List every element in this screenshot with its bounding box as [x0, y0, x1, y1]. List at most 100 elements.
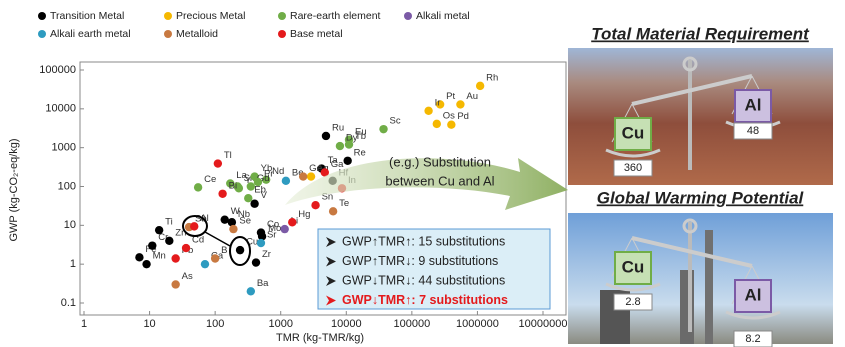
left-value: 2.8 — [625, 296, 640, 308]
point-label: B — [221, 245, 227, 256]
x-tick-label: 10000000 — [519, 318, 568, 330]
point — [171, 254, 179, 262]
point — [299, 172, 307, 180]
point — [433, 120, 441, 128]
al-label: Al — [745, 285, 762, 304]
point — [135, 253, 143, 261]
cu-label: Cu — [622, 123, 645, 142]
point — [329, 207, 337, 215]
point — [165, 237, 173, 245]
point-label: Pr — [264, 169, 274, 180]
summary-line: GWP↓TMR↑: 7 substitutions — [342, 293, 508, 307]
point — [250, 200, 258, 208]
point-label: Ir — [435, 97, 441, 108]
y-tick-label: 10000 — [45, 103, 76, 115]
point-label: Ge — [309, 163, 322, 174]
arrow-text: between Cu and Al — [385, 173, 494, 188]
point-label: Pt — [446, 91, 455, 102]
point — [244, 194, 252, 202]
point — [252, 258, 260, 266]
point — [456, 100, 464, 108]
point — [288, 218, 296, 226]
point — [190, 222, 198, 230]
point-label: Bi — [229, 180, 237, 191]
mine-photo — [568, 48, 833, 185]
point-label: Se — [239, 216, 251, 227]
point — [194, 183, 202, 191]
point — [345, 140, 353, 148]
y-tick-label: 1000 — [52, 142, 76, 154]
y-tick-label: 100 — [58, 180, 76, 192]
x-tick-label: 1 — [81, 318, 87, 330]
legend-label: Transition Metal — [50, 10, 124, 22]
point — [311, 201, 319, 209]
arrow-text: (e.g.) Substitution — [389, 154, 491, 169]
x-axis-title: TMR (kg-TMR/kg) — [276, 332, 364, 344]
left-value: 360 — [624, 162, 642, 174]
point — [424, 107, 432, 115]
legend-label: Alkali earth metal — [50, 28, 131, 40]
point-label: Ti — [165, 217, 173, 228]
cu-label: Cu — [622, 257, 645, 276]
y-tick-label: 10 — [64, 219, 76, 231]
point — [218, 190, 226, 198]
point — [447, 121, 455, 129]
point — [236, 246, 244, 254]
summary-line: GWP↓TMR↓: 44 substitutions — [342, 273, 505, 287]
legend-marker — [278, 30, 286, 38]
x-tick-label: 10 — [143, 318, 155, 330]
point — [142, 260, 150, 268]
point — [247, 287, 255, 295]
point-label: Sr — [267, 230, 277, 241]
point-label: Te — [339, 198, 349, 209]
point — [182, 244, 190, 252]
point-label: Tb — [355, 131, 366, 142]
point-label: Tl — [224, 150, 232, 161]
point — [343, 157, 351, 165]
point — [211, 254, 219, 262]
legend-marker — [164, 30, 172, 38]
point — [336, 142, 344, 150]
legend-label: Precious Metal — [176, 10, 245, 22]
point — [214, 159, 222, 167]
legend-label: Rare-earth element — [290, 10, 381, 22]
point-label: Zr — [262, 249, 271, 260]
x-tick-label: 1000 — [268, 318, 292, 330]
y-tick-label: 1 — [70, 258, 76, 270]
point-label: As — [182, 271, 193, 282]
al-label: Al — [745, 95, 762, 114]
point-label: Au — [466, 91, 478, 102]
point — [476, 82, 484, 90]
point — [280, 225, 288, 233]
point-label: Zn — [175, 227, 186, 238]
panel-title: Global Warming Potential — [597, 188, 805, 207]
point-label: Eb — [254, 185, 266, 196]
x-tick-label: 100 — [206, 318, 224, 330]
legend-label: Base metal — [290, 28, 343, 40]
y-tick-label: 100000 — [39, 64, 76, 76]
point — [171, 280, 179, 288]
right-value: 48 — [747, 125, 759, 137]
legend-marker — [38, 30, 46, 38]
summary-line: GWP↑TMR↑: 15 substitutions — [342, 234, 505, 248]
point-label: Os — [443, 110, 455, 121]
y-axis-title: GWP (kg-CO₂-eq/kg) — [8, 138, 20, 241]
point-label: Ru — [332, 122, 344, 133]
point-label: Mn — [153, 251, 166, 262]
point — [322, 132, 330, 140]
x-tick-label: 10000 — [331, 318, 362, 330]
point-label: Pd — [457, 111, 469, 122]
point-label: Ce — [204, 174, 216, 185]
point — [221, 215, 229, 223]
legend-label: Alkali metal — [416, 10, 470, 22]
point — [201, 260, 209, 268]
legend-marker — [278, 12, 286, 20]
x-tick-label: 1000000 — [456, 318, 499, 330]
y-tick-label: 0.1 — [61, 297, 76, 309]
panel-title: Total Material Requirement — [591, 24, 810, 43]
point-label: Sc — [390, 116, 401, 127]
right-value: 8.2 — [745, 333, 760, 345]
point — [379, 125, 387, 133]
point — [257, 239, 265, 247]
summary-line: GWP↑TMR↓: 9 substitutions — [342, 254, 498, 268]
